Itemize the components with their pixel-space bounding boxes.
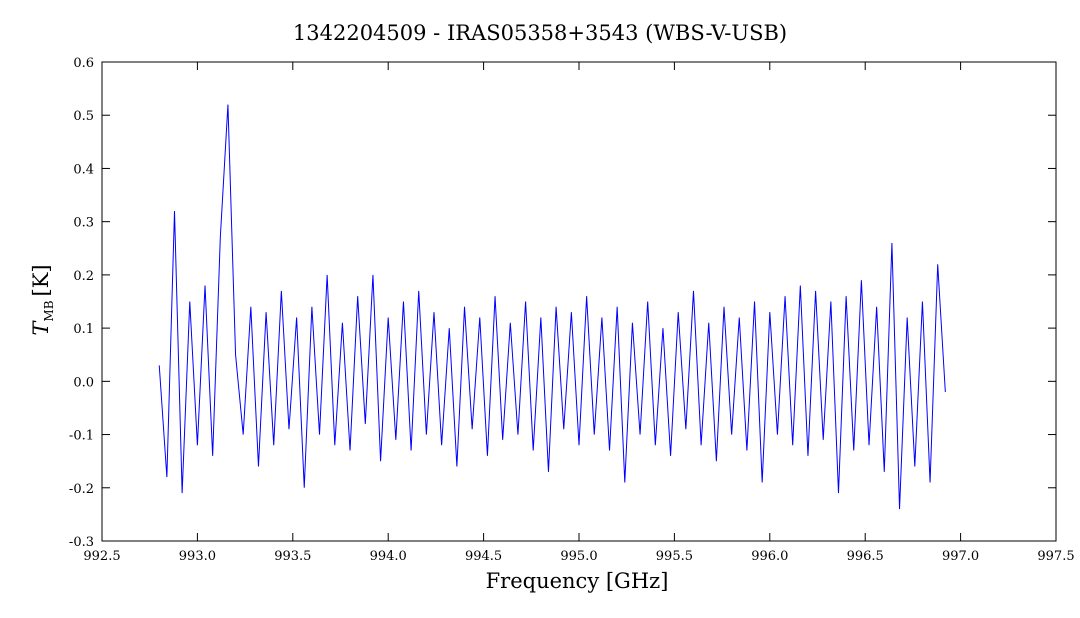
- y-tick-label: -0.3: [69, 535, 94, 550]
- x-tick-label: 993.0: [179, 549, 216, 564]
- x-tick-label: 997.5: [1037, 549, 1074, 564]
- x-tick-label: 996.0: [751, 549, 788, 564]
- chart-title: 1342204509 - IRAS05358+3543 (WBS-V-USB): [293, 21, 787, 45]
- x-tick-label: 995.5: [656, 549, 693, 564]
- x-tick-label: 993.5: [274, 549, 311, 564]
- spectrum-line: [158, 104, 946, 510]
- x-tick-label: 994.0: [370, 549, 407, 564]
- y-tick-label: 0.4: [73, 162, 94, 177]
- y-tick-label: 0.0: [73, 375, 94, 390]
- y-tick-label: -0.1: [69, 429, 94, 444]
- y-axis-subscript: MB: [42, 300, 56, 321]
- x-axis-label: Frequency [GHz]: [486, 569, 669, 593]
- x-tick-label: 997.0: [942, 549, 979, 564]
- x-tick-label: 994.5: [465, 549, 502, 564]
- y-axis-label: TMB [K]: [29, 264, 56, 335]
- y-tick-label: 0.1: [73, 322, 94, 337]
- plot-frame: [101, 61, 1057, 542]
- y-tick-label: 0.5: [73, 109, 94, 124]
- x-tick-label: 992.5: [83, 549, 120, 564]
- y-tick-label: -0.2: [69, 482, 94, 497]
- y-axis-symbol: T: [29, 320, 53, 336]
- x-tick-label: 996.5: [847, 549, 884, 564]
- x-tick-label: 995.0: [560, 549, 597, 564]
- y-tick-label: 0.3: [73, 216, 94, 231]
- y-tick-label: 0.2: [73, 269, 94, 284]
- y-axis-unit: [K]: [29, 264, 53, 296]
- y-tick-label: 0.6: [73, 56, 94, 71]
